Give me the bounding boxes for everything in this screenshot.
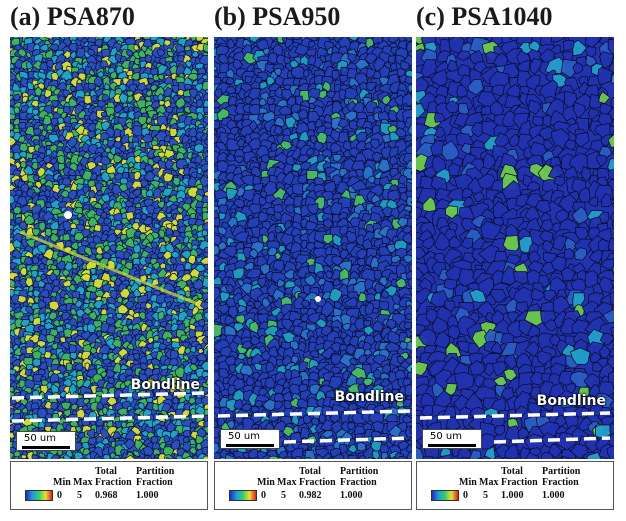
legend-partition-fraction: 1.000 — [542, 490, 565, 501]
kam-map-image: Bondline 50 um — [416, 37, 614, 459]
bondline-label: Bondline — [536, 393, 606, 409]
scale-bar-label: 50 um — [24, 433, 56, 444]
legend-partition-fraction: 1.000 — [340, 490, 363, 501]
scale-bar — [428, 444, 476, 447]
panel-title: (b) PSA950 — [214, 2, 341, 31]
legend-total-header-2: Fraction — [95, 477, 132, 488]
panel-psa950: (b) PSA950 Bondline 50 um Total Partitio… — [214, 0, 412, 521]
legend-total-fraction: 0.982 — [299, 490, 322, 501]
legend-max-label: Max — [479, 477, 499, 488]
legend-total-header-2: Fraction — [299, 477, 336, 488]
legend-min-label: Min — [53, 477, 71, 488]
legend-partition-header-1: Partition — [340, 466, 379, 477]
kam-map-image: Bondline 50 um — [10, 37, 208, 459]
legend-partition-header-2: Fraction — [542, 477, 579, 488]
grain-texture — [416, 37, 614, 459]
color-scale-bar — [431, 490, 459, 501]
legend-max-value: 5 — [281, 490, 286, 501]
kam-map-image: Bondline 50 um — [214, 37, 412, 459]
legend-partition-header-2: Fraction — [340, 477, 377, 488]
bondline-dashes — [419, 411, 611, 444]
color-legend: Total Partition Min Max Fraction Fractio… — [10, 461, 208, 510]
legend-max-value: 5 — [483, 490, 488, 501]
bondline-dashes — [217, 409, 411, 444]
color-scale-bar — [229, 490, 257, 501]
color-scale-bar — [25, 490, 53, 501]
grain-texture — [10, 37, 208, 459]
scale-bar — [22, 446, 70, 449]
panel-title: (a) PSA870 — [10, 2, 135, 31]
bondline-label: Bondline — [130, 377, 200, 393]
panel-psa1040: (c) PSA1040 Bondline 50 um Total Partiti… — [416, 0, 614, 521]
legend-max-value: 5 — [77, 490, 82, 501]
legend-min-value: 0 — [261, 490, 266, 501]
legend-total-header-1: Total — [501, 466, 523, 477]
legend-min-value: 0 — [463, 490, 468, 501]
legend-total-header-1: Total — [299, 466, 321, 477]
legend-max-label: Max — [277, 477, 297, 488]
scale-bar-label: 50 um — [228, 431, 260, 442]
legend-partition-header-1: Partition — [542, 466, 581, 477]
legend-total-fraction: 0.968 — [95, 490, 118, 501]
legend-min-value: 0 — [57, 490, 62, 501]
legend-max-label: Max — [73, 477, 93, 488]
legend-min-label: Min — [257, 477, 275, 488]
legend-total-header-1: Total — [95, 466, 117, 477]
legend-partition-header-2: Fraction — [136, 477, 173, 488]
legend-partition-header-1: Partition — [136, 466, 175, 477]
scale-bar-box: 50 um — [220, 429, 280, 449]
bondline-dashes — [11, 391, 207, 423]
legend-partition-fraction: 1.000 — [136, 490, 159, 501]
scale-bar-box: 50 um — [16, 431, 76, 451]
scale-bar-label: 50 um — [430, 431, 462, 442]
color-legend: Total Partition Min Max Fraction Fractio… — [214, 461, 412, 510]
legend-total-fraction: 1.000 — [501, 490, 524, 501]
panel-title: (c) PSA1040 — [416, 2, 553, 31]
legend-total-header-2: Fraction — [501, 477, 538, 488]
scale-bar — [226, 444, 274, 447]
legend-min-label: Min — [459, 477, 477, 488]
bondline-label: Bondline — [334, 389, 404, 405]
scale-bar-box: 50 um — [422, 429, 482, 449]
grain-texture — [214, 37, 412, 459]
color-legend: Total Partition Min Max Fraction Fractio… — [416, 461, 614, 510]
panel-psa870: (a) PSA870 Bondline 50 um Total Partitio… — [10, 0, 208, 521]
